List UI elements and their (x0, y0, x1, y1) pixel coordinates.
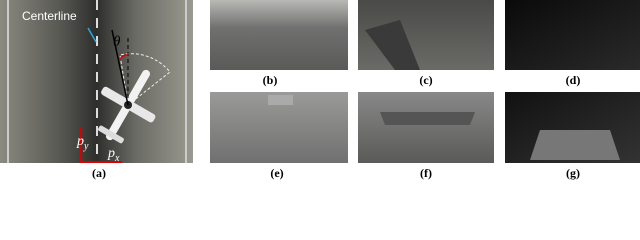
shadow (380, 112, 475, 125)
panel-label: (f) (420, 166, 432, 180)
py-label: py (76, 134, 89, 152)
py-base: p (76, 134, 84, 149)
image-f (358, 92, 494, 163)
panel-label: (d) (566, 73, 581, 87)
px-base: p (107, 146, 115, 161)
panel-label: (g) (566, 166, 580, 180)
panel-label: (c) (419, 73, 432, 87)
marking (268, 95, 293, 105)
panel-label: (a) (92, 166, 106, 180)
panel-label: (b) (263, 73, 278, 87)
panel-label: (e) (270, 166, 283, 180)
marking (530, 130, 620, 160)
shadow (365, 20, 420, 70)
image-d (505, 0, 640, 70)
figure: Centerline θ py px (a) (b) (c) (d) (e) (… (0, 0, 640, 180)
py-sub: y (83, 141, 89, 152)
px-label: px (107, 146, 120, 164)
theta-label: θ (113, 34, 121, 50)
centerline-label: Centerline (22, 9, 77, 23)
px-sub: x (114, 153, 120, 164)
panel-a: Centerline θ py px (a) (0, 0, 193, 180)
image-b (210, 0, 348, 70)
